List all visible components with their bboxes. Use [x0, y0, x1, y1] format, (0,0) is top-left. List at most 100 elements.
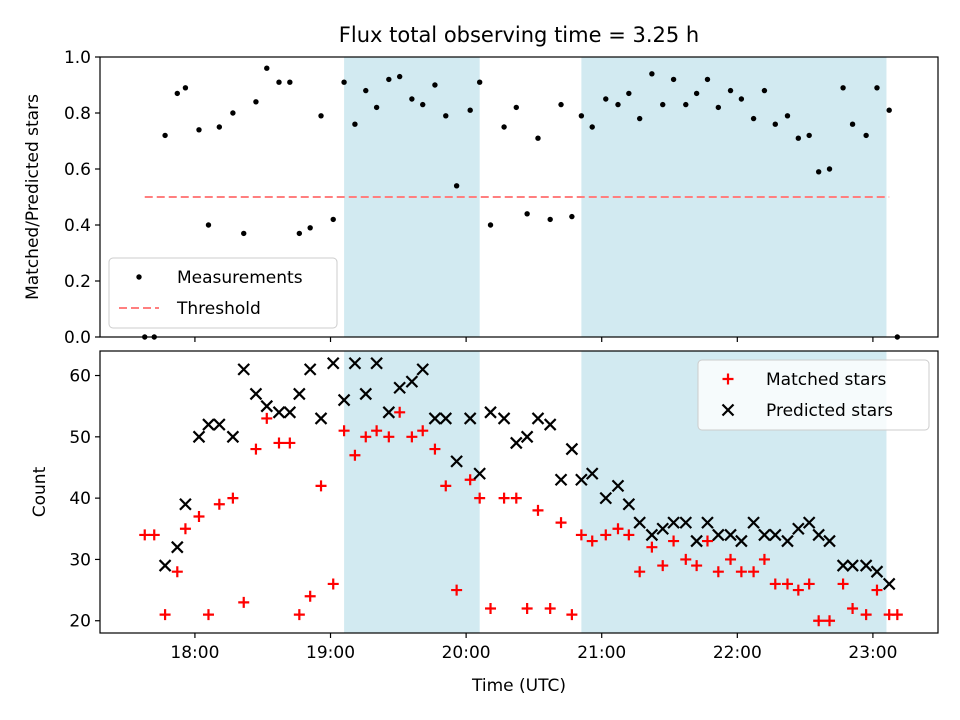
legend-marker-swatch	[721, 403, 735, 417]
matched-star-point	[691, 560, 703, 572]
predicted-star-point	[260, 399, 274, 413]
y-axis-label: Matched/Predicted stars	[23, 94, 43, 300]
matched-star-point	[193, 511, 205, 523]
y-axis-label: Count	[30, 466, 50, 517]
y-tick-label: 40	[69, 489, 91, 509]
matched-star-point	[159, 609, 171, 621]
measurement-point	[670, 76, 677, 83]
matched-star-point	[371, 425, 383, 437]
predicted-star-point	[554, 473, 568, 487]
predicted-star-point	[283, 406, 297, 419]
matched-star-point	[440, 480, 452, 492]
x-tick-label: 20:00	[442, 643, 491, 663]
matched-star-point	[171, 566, 183, 578]
matched-star-point	[273, 437, 285, 449]
measurement-point	[174, 90, 180, 97]
matched-star-point	[284, 437, 296, 449]
predicted-star-point	[393, 381, 406, 395]
x-tick-label: 23:00	[848, 643, 897, 663]
predicted-star-point	[656, 522, 670, 536]
measurement-point	[453, 183, 460, 189]
predicted-star-point	[337, 393, 351, 407]
predicted-star-point	[802, 516, 816, 529]
matched-star-point	[824, 615, 836, 627]
matched-star-point	[304, 590, 316, 602]
predicted-star-point	[823, 534, 836, 548]
measurement-point	[182, 85, 189, 91]
measurement-point	[772, 121, 778, 127]
matched-star-point	[510, 492, 522, 504]
predicted-star-point	[463, 412, 477, 425]
predicted-star-point	[520, 430, 534, 444]
matched-star-point	[748, 566, 760, 578]
measurement-point	[467, 107, 473, 113]
legend-marker-swatch	[136, 274, 142, 280]
measurement-point	[615, 101, 621, 108]
matched-star-point	[202, 609, 214, 621]
measurement-point	[432, 82, 438, 88]
matched-star-point	[847, 602, 859, 614]
measurement-point	[443, 113, 449, 119]
matched-star-point	[566, 609, 578, 621]
measurement-point	[352, 121, 358, 127]
axes-frame	[99, 350, 939, 634]
matched-star-point	[521, 602, 533, 614]
matched-star-point	[769, 578, 781, 590]
legend: Matched stars Predicted stars	[697, 359, 930, 431]
measurement-point	[815, 169, 822, 175]
predicted-star-point	[450, 455, 463, 468]
x-tick-label: 22:00	[713, 643, 762, 663]
chart-title: Flux total observing time = 3.25 h	[339, 23, 699, 47]
predicted-star-point	[416, 363, 430, 376]
matched-star-point	[139, 529, 151, 541]
measurement-point	[535, 135, 541, 141]
matched-star-point	[394, 406, 406, 418]
matched-star-point	[758, 553, 770, 565]
measurement-point	[649, 71, 655, 77]
matched-star-point	[612, 523, 624, 535]
predicted-star-point	[543, 418, 557, 431]
y-tick-label: 0.6	[64, 160, 91, 180]
y-tick-label: 30	[69, 550, 91, 570]
predicted-star-point	[679, 516, 693, 529]
measurement-point	[558, 101, 564, 108]
measurement-point	[704, 76, 711, 83]
measurement-point	[420, 101, 426, 108]
axes-frame	[99, 56, 939, 338]
predicted-star-point	[667, 516, 680, 529]
matched-star-point	[474, 492, 486, 504]
matched-star-point	[871, 584, 883, 596]
legend-box	[108, 257, 338, 329]
measurement-point	[396, 73, 403, 80]
measurement-point	[276, 79, 282, 85]
predicted-star-point	[599, 491, 613, 505]
predicted-star-point	[769, 528, 782, 542]
predicted-star-point	[812, 528, 825, 542]
predicted-star-point	[272, 406, 286, 419]
matched-star-point	[781, 578, 793, 590]
predicted-star-point	[484, 406, 497, 419]
measurement-point	[524, 211, 530, 217]
measurement-point	[264, 65, 270, 71]
x-axis-label: Time (UTC)	[471, 676, 566, 696]
measurement-point	[501, 124, 507, 130]
predicted-star-point	[701, 516, 714, 529]
measurement-point	[205, 222, 212, 228]
legend-box	[697, 359, 930, 431]
predicted-star-point	[370, 356, 383, 370]
measurement-point	[826, 166, 833, 172]
predicted-star-point	[439, 412, 453, 425]
matched-star-point	[349, 449, 361, 461]
predicted-star-point	[747, 516, 760, 529]
matched-star-point	[680, 553, 692, 565]
matched-star-point	[668, 535, 680, 547]
matched-star-point	[623, 529, 635, 541]
predicted-star-point	[226, 430, 240, 444]
predicted-star-point	[303, 363, 317, 376]
measurement-point	[849, 121, 856, 127]
predicted-star-point	[531, 412, 545, 425]
measurement-point	[547, 216, 553, 223]
measurement-point	[795, 135, 802, 141]
predicted-star-point	[565, 442, 579, 456]
predicted-star-point	[428, 412, 442, 425]
